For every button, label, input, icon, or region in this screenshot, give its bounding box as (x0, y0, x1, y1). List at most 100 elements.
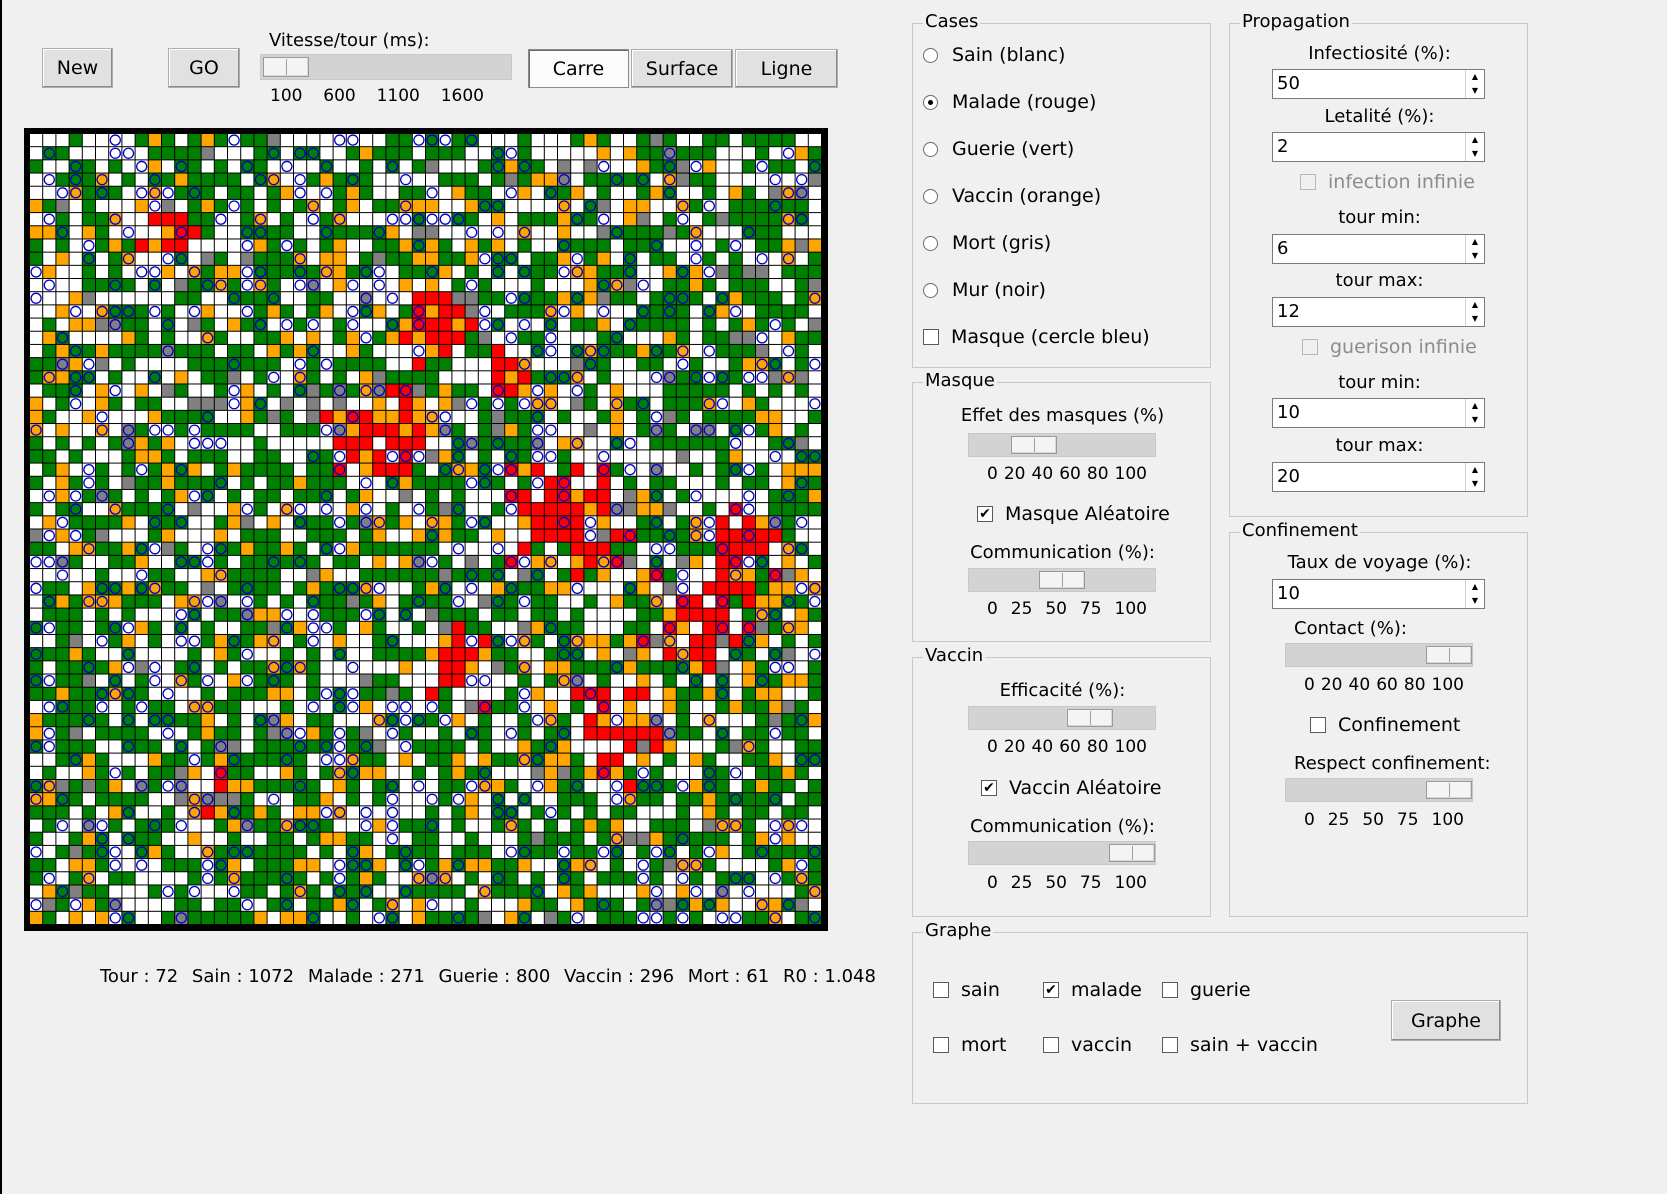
grid-cell[interactable] (82, 779, 95, 793)
grid-cell[interactable] (122, 279, 135, 292)
grid-cell[interactable] (452, 134, 465, 147)
grid-cell[interactable] (544, 898, 557, 911)
grid-cell[interactable] (465, 344, 478, 358)
grid-cell[interactable] (492, 621, 505, 634)
grid-cell[interactable] (386, 463, 399, 476)
grid-cell[interactable] (43, 885, 56, 898)
grid-cell[interactable] (782, 687, 795, 700)
checkbox-icon[interactable] (1162, 1037, 1178, 1053)
grid-cell[interactable] (452, 292, 465, 305)
grid-cell[interactable] (412, 529, 425, 542)
grid-cell[interactable] (30, 476, 43, 489)
grid-cell[interactable] (676, 845, 689, 859)
grid-cell[interactable] (188, 845, 201, 859)
grid-cell[interactable] (597, 265, 610, 279)
grid-cell[interactable] (135, 621, 148, 634)
grid-cell[interactable] (492, 292, 505, 305)
grid-cell[interactable] (82, 608, 95, 621)
grid-cell[interactable] (267, 384, 280, 397)
grid-cell[interactable] (505, 173, 518, 186)
grid-cell[interactable] (465, 621, 478, 634)
grid-cell[interactable] (373, 859, 386, 872)
grid-cell[interactable] (756, 147, 769, 160)
grid-cell[interactable] (505, 766, 518, 779)
grid-cell[interactable] (782, 397, 795, 410)
grid-cell[interactable] (135, 489, 148, 503)
grid-cell[interactable] (254, 793, 267, 806)
grid-cell[interactable] (373, 727, 386, 740)
grid-cell[interactable] (690, 911, 703, 924)
grid-cell[interactable] (663, 279, 676, 292)
grid-cell[interactable] (201, 397, 214, 410)
grid-cell[interactable] (241, 753, 254, 766)
grid-cell[interactable] (82, 516, 95, 529)
grid-cell[interactable] (201, 634, 214, 648)
grid-cell[interactable] (703, 318, 716, 331)
grid-cell[interactable] (544, 239, 557, 252)
grid-cell[interactable] (597, 371, 610, 384)
grid-cell[interactable] (135, 292, 148, 305)
grid-cell[interactable] (135, 318, 148, 331)
grid-cell[interactable] (795, 687, 808, 700)
grid-cell[interactable] (637, 503, 650, 516)
grid-cell[interactable] (109, 648, 122, 661)
grid-cell[interactable] (122, 292, 135, 305)
grid-cell[interactable] (307, 542, 320, 555)
grid-cell[interactable] (360, 371, 373, 384)
go-button[interactable]: GO (168, 48, 240, 88)
grid-cell[interactable] (610, 621, 623, 634)
grid-cell[interactable] (769, 503, 782, 516)
grid-cell[interactable] (452, 555, 465, 569)
grid-cell[interactable] (452, 397, 465, 410)
grid-cell[interactable] (650, 186, 663, 199)
grid-cell[interactable] (492, 648, 505, 661)
grid-cell[interactable] (610, 463, 623, 476)
grid-cell[interactable] (43, 766, 56, 779)
grid-cell[interactable] (333, 674, 346, 687)
grid-cell[interactable] (452, 740, 465, 753)
grid-cell[interactable] (214, 634, 227, 648)
grid-cell[interactable] (426, 239, 439, 252)
grid-cell[interactable] (373, 753, 386, 766)
grid-cell[interactable] (254, 450, 267, 463)
grid-cell[interactable] (690, 845, 703, 859)
grid-cell[interactable] (742, 661, 755, 674)
grid-cell[interactable] (729, 859, 742, 872)
grid-cell[interactable] (214, 424, 227, 437)
grid-cell[interactable] (663, 582, 676, 595)
grid-cell[interactable] (69, 806, 82, 819)
grid-cell[interactable] (478, 582, 491, 595)
grid-cell[interactable] (690, 279, 703, 292)
grid-cell[interactable] (386, 265, 399, 279)
grid-cell[interactable] (531, 173, 544, 186)
grid-cell[interactable] (518, 806, 531, 819)
grid-cell[interactable] (254, 305, 267, 318)
grid-cell[interactable] (478, 845, 491, 859)
grid-cell[interactable] (808, 766, 821, 779)
grid-cell[interactable] (795, 279, 808, 292)
grid-cell[interactable] (254, 239, 267, 252)
grid-cell[interactable] (148, 608, 161, 621)
checkbox-icon[interactable] (1310, 717, 1326, 733)
grid-cell[interactable] (742, 766, 755, 779)
grid-cell[interactable] (373, 199, 386, 213)
grid-cell[interactable] (426, 608, 439, 621)
grid-cell[interactable] (624, 239, 637, 252)
grid-cell[interactable] (465, 384, 478, 397)
grid-cell[interactable] (228, 516, 241, 529)
grid-cell[interactable] (69, 608, 82, 621)
grid-cell[interactable] (122, 608, 135, 621)
grid-cell[interactable] (716, 344, 729, 358)
grid-cell[interactable] (96, 437, 109, 450)
grid-cell[interactable] (531, 872, 544, 885)
grid-cell[interactable] (56, 542, 69, 555)
grid-cell[interactable] (82, 793, 95, 806)
grid-cell[interactable] (162, 226, 175, 239)
grid-cell[interactable] (756, 569, 769, 582)
grid-cell[interactable] (346, 674, 359, 687)
grid-cell[interactable] (346, 252, 359, 265)
grid-cell[interactable] (544, 489, 557, 503)
grid-cell[interactable] (412, 424, 425, 437)
grid-cell[interactable] (122, 674, 135, 687)
grid-cell[interactable] (624, 885, 637, 898)
